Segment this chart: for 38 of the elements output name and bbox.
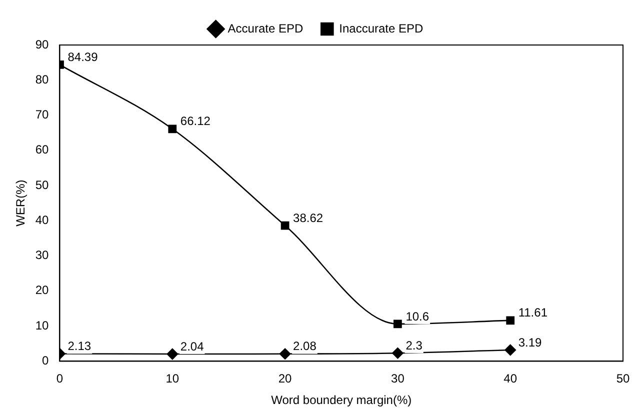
y-tick-label: 80 xyxy=(35,72,50,86)
point xyxy=(504,344,516,356)
x-tick-label: 50 xyxy=(616,372,630,386)
y-tick-label: 10 xyxy=(35,318,50,332)
y-tick-label: 50 xyxy=(35,178,50,192)
y-tick-label: 0 xyxy=(42,354,50,368)
legend-label: Inaccurate EPD xyxy=(339,21,424,36)
y-tick-label: 40 xyxy=(35,212,50,227)
point xyxy=(280,221,290,230)
point xyxy=(279,348,291,360)
point xyxy=(394,320,402,328)
data-label: 38.62 xyxy=(293,210,324,225)
point xyxy=(392,347,404,359)
data-label: 2.04 xyxy=(180,339,204,354)
data-label: 2.08 xyxy=(293,339,317,354)
y-tick-label: 90 xyxy=(35,37,50,52)
data-label: 10.6 xyxy=(406,309,430,324)
point xyxy=(168,124,177,134)
x-axis-title: Word boundery margin(%) xyxy=(271,393,412,408)
y-tick-label: 30 xyxy=(35,248,50,262)
point xyxy=(166,348,178,360)
point xyxy=(506,316,515,325)
legend-label: Accurate EPD xyxy=(228,21,304,36)
x-tick-label: 40 xyxy=(504,372,518,386)
x-tick-label: 0 xyxy=(56,372,64,386)
x-tick-label: 20 xyxy=(278,372,292,386)
x-tick-label: 10 xyxy=(166,372,180,386)
data-label: 3.19 xyxy=(518,335,542,350)
y-tick-label: 70 xyxy=(35,108,50,122)
data-label: 84.39 xyxy=(68,50,98,64)
data-label: 2.3 xyxy=(406,338,423,352)
data-label: 11.61 xyxy=(518,306,548,320)
y-tick-label: 60 xyxy=(35,142,50,157)
y-tick-label: 20 xyxy=(35,283,50,298)
data-label: 2.13 xyxy=(68,339,92,354)
x-tick-label: 30 xyxy=(391,372,405,386)
y-axis-title: WER(%) xyxy=(14,180,28,226)
data-label: 66.12 xyxy=(180,114,211,128)
